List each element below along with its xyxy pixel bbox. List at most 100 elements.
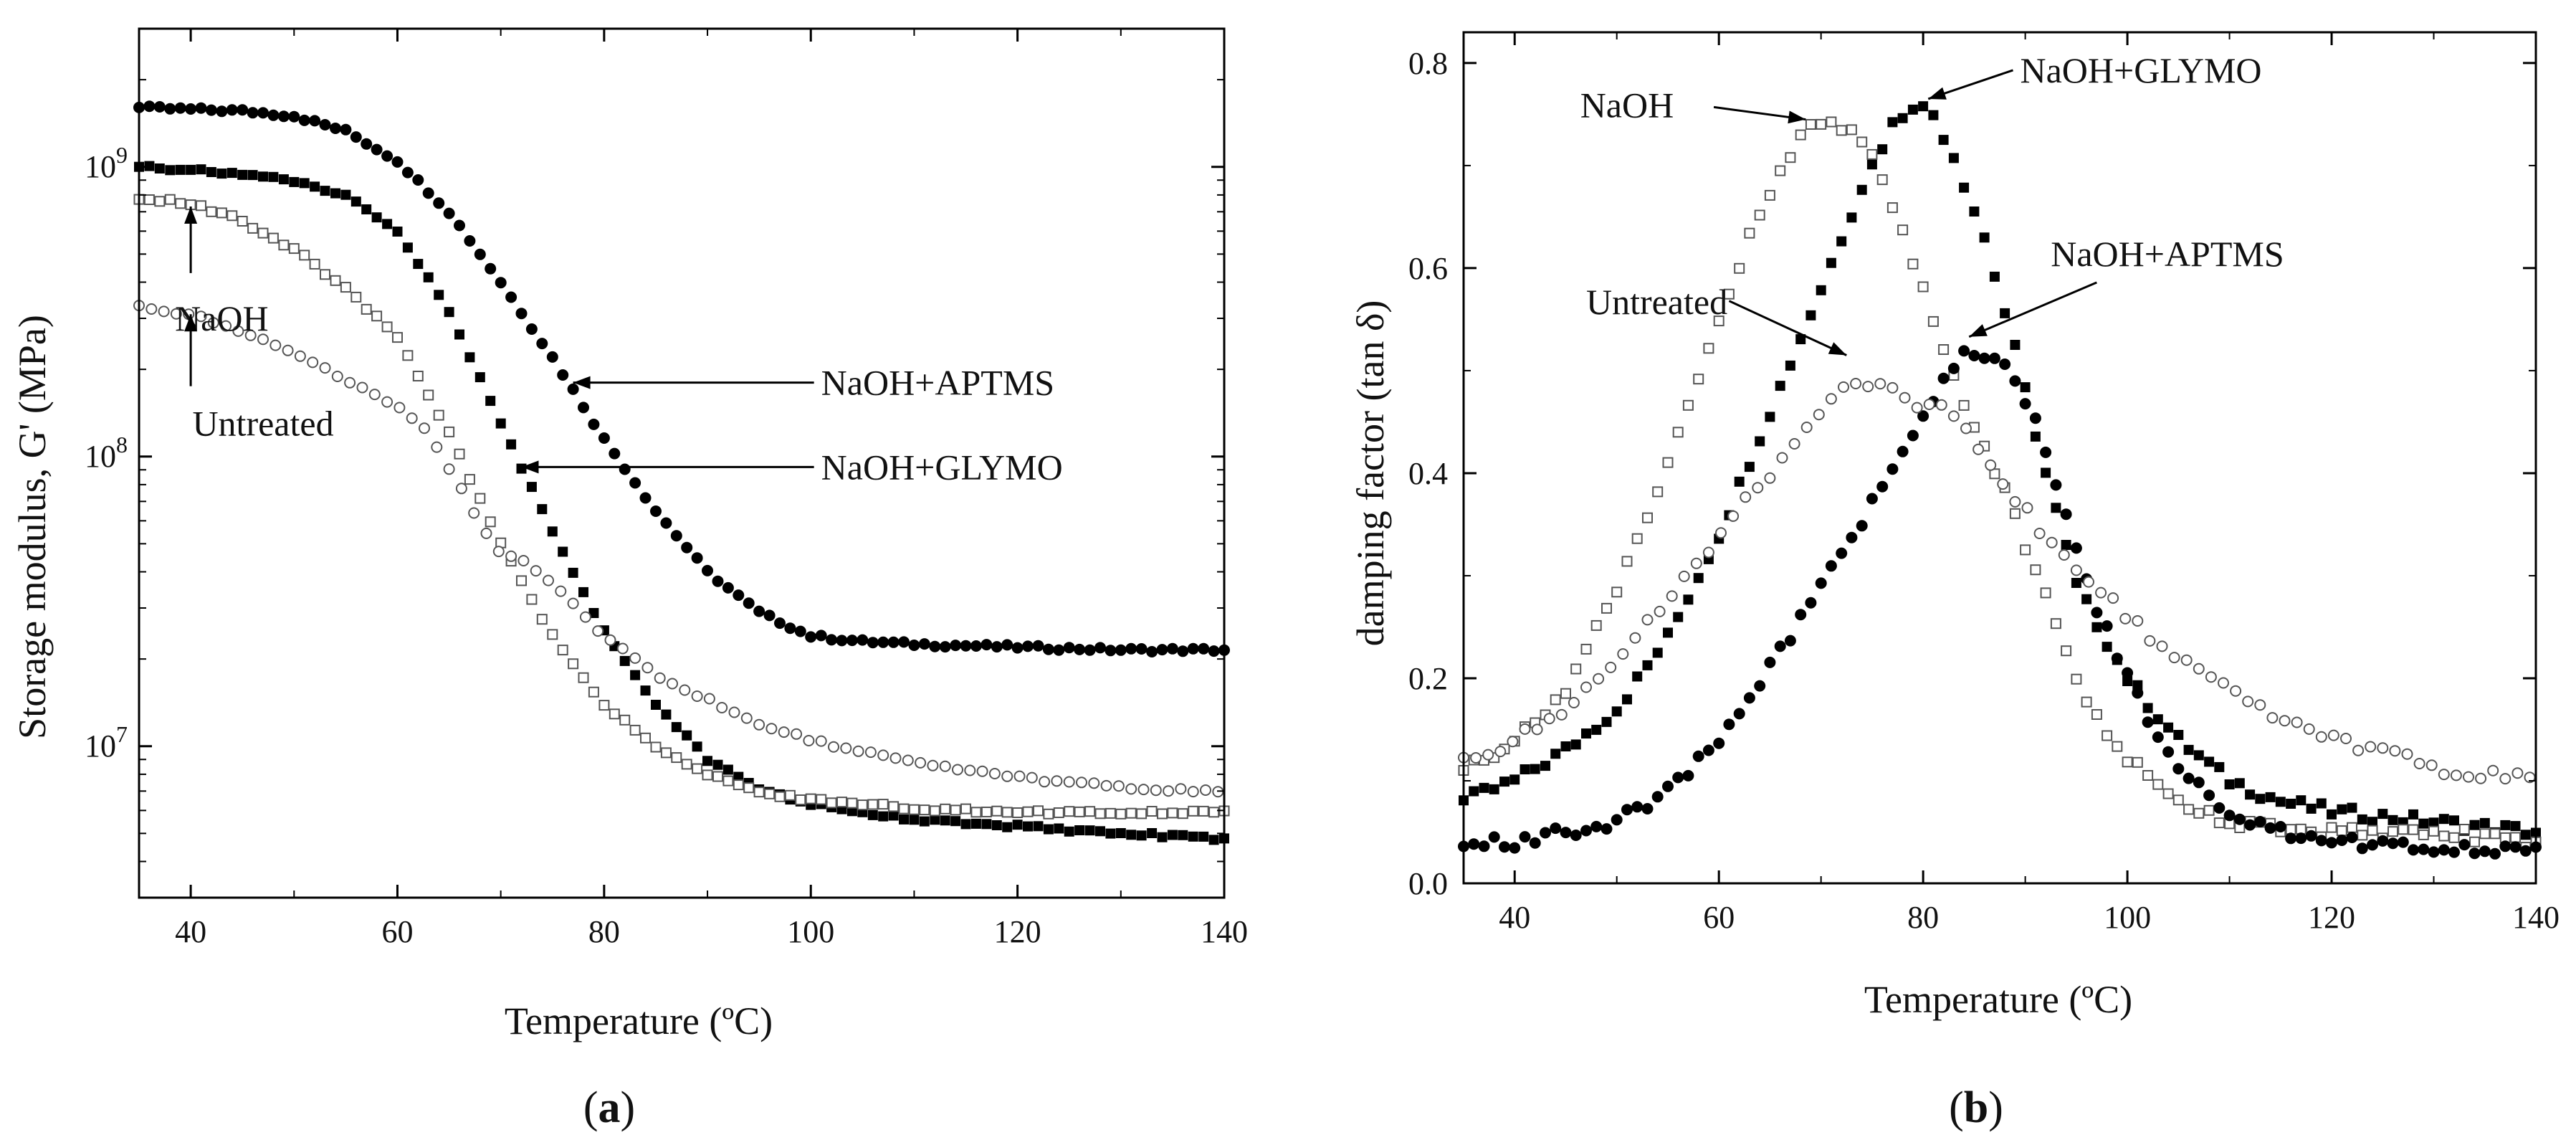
- panel-b-data-point: [2326, 822, 2337, 833]
- panel-b-data-point: [2291, 716, 2303, 728]
- panel-a-data-point: [1166, 642, 1178, 655]
- panel-a-data-point: [1208, 807, 1220, 818]
- panel-b-annotation-arrow-head: [1928, 87, 1947, 100]
- panel-a-data-point: [393, 402, 406, 414]
- panel-a-data-point: [444, 426, 455, 437]
- panel-b-data-point: [1662, 780, 1674, 792]
- panel-a-data-point: [976, 765, 988, 777]
- panel-b-data-point: [1662, 457, 1674, 468]
- panel-b-data-point: [1621, 556, 1633, 567]
- panel-b-data-point: [1654, 605, 1666, 617]
- panel-a-data-point: [629, 477, 641, 489]
- panel-b-data-point: [2315, 835, 2327, 847]
- panel-b-data-point: [2242, 695, 2254, 708]
- panel-a-data-point: [320, 186, 330, 196]
- panel-b-data-point: [2193, 662, 2205, 675]
- panel-a-data-point: [244, 329, 257, 341]
- panel-b-data-point: [2279, 715, 2291, 727]
- panel-b-data-point: [2070, 564, 2082, 576]
- panel-a-data-point: [1094, 808, 1106, 820]
- panel-b-data-point: [1765, 412, 1775, 422]
- panel-b-data-point: [1836, 236, 1847, 247]
- panel-a-data-point: [206, 167, 216, 177]
- panel-a-data-point: [650, 741, 662, 753]
- panel-a-data-point: [356, 381, 368, 394]
- panel-b-data-point: [2387, 826, 2398, 837]
- panel-a-data-point: [1039, 776, 1051, 788]
- panel-b-data-point: [1775, 165, 1786, 176]
- panel-a-data-point: [1188, 805, 1199, 817]
- panel-b-data-point: [2033, 528, 2046, 539]
- panel-a-data-point: [1156, 644, 1168, 656]
- panel-a-data-point: [940, 815, 950, 826]
- panel-a-data-point: [258, 171, 268, 182]
- panel-a-data-point: [1198, 805, 1209, 817]
- panel-a-data-point: [1135, 643, 1148, 655]
- panel-b-data-point: [1764, 472, 1776, 484]
- panel-b-data-point: [2438, 830, 2450, 842]
- panel-a-data-point: [340, 282, 351, 293]
- panel-b-data-point: [1723, 718, 1735, 731]
- panel-a-data-point: [464, 474, 475, 485]
- panel-a-x-tick-label: 140: [1201, 914, 1248, 949]
- panel-a-data-point: [413, 259, 424, 270]
- panel-a-data-point: [392, 227, 403, 237]
- panel-a-data-point: [468, 507, 480, 519]
- panel-b-y-tick-label: 0.8: [1408, 46, 1448, 81]
- panel-b-data-point: [2144, 635, 2156, 647]
- panel-b-data-point: [2009, 375, 2021, 387]
- panel-a-data-point: [588, 608, 599, 618]
- panel-a-data-point: [1053, 644, 1065, 656]
- panel-b-data-point: [1947, 410, 1960, 422]
- panel-a-plot-area: 40 60 80 100 120 140107108109NaOH+APTMSNaOH+G…: [85, 27, 1248, 949]
- panel-b-data-point: [2183, 744, 2194, 755]
- panel-b-data-point: [1509, 842, 1521, 854]
- panel-b-data-point: [2377, 742, 2389, 754]
- panel-b-label-letter: b: [1964, 1083, 1988, 1132]
- panel-a-data-point: [299, 250, 310, 261]
- panel-a-data-point: [702, 756, 712, 766]
- panel-b-data-point: [2101, 620, 2113, 632]
- panel-a-data-point: [908, 640, 920, 651]
- panel-a-data-point: [402, 242, 413, 253]
- panel-b-annotation-naoh: NaOH: [1580, 85, 1806, 125]
- panel-b-data-point: [1519, 831, 1531, 843]
- panel-a-x-tick-label: 80: [588, 914, 620, 949]
- panel-b-data-point: [1499, 841, 1510, 853]
- panel-b-y-tick-label: 0.6: [1408, 251, 1448, 286]
- panel-b-data-point: [2060, 508, 2072, 521]
- panel-a-data-point: [443, 463, 455, 475]
- panel-b-data-point: [2119, 612, 2132, 624]
- panel-b-data-point: [2275, 797, 2286, 807]
- panel-a-data-point: [692, 763, 703, 774]
- panel-a-data-point: [455, 483, 467, 495]
- panel-a-data-point: [294, 350, 306, 362]
- panel-a-data-point: [939, 641, 951, 653]
- panel-b-data-point: [2091, 709, 2102, 720]
- panel-b-data-point: [1580, 643, 1592, 655]
- panel-b-data-point: [2081, 594, 2092, 604]
- panel-b-data-point: [2255, 794, 2266, 804]
- panel-b-data-point: [1899, 391, 1911, 404]
- panel-a-data-point: [1147, 828, 1158, 838]
- panel-a-data-point: [165, 165, 176, 176]
- panel-a-data-point: [991, 641, 1003, 653]
- panel-b-data-point: [1540, 761, 1550, 771]
- panel-a-data-point: [247, 222, 259, 234]
- panel-b-data-point: [2295, 832, 2307, 845]
- panel-a-data-point: [815, 630, 827, 642]
- panel-b-data-point: [2336, 825, 2347, 837]
- panel-a-data-point: [909, 814, 920, 825]
- panel-a-x-tick-label: 120: [994, 914, 1041, 949]
- panel-b-data-point: [2357, 814, 2367, 825]
- panel-a-data-point: [526, 482, 537, 493]
- panel-b-data-point: [2469, 836, 2480, 847]
- panel-a-annotation-label: NaOH+GLYMO: [821, 447, 1063, 487]
- panel-a-data-point: [592, 625, 604, 637]
- panel-b-data-point: [1727, 510, 1740, 522]
- panel-b-data-point: [2428, 817, 2439, 828]
- panel-a-data-point: [712, 771, 723, 782]
- panel-a-data-point: [1178, 830, 1188, 840]
- panel-b-data-point: [1754, 680, 1766, 692]
- panel-a-data-point: [1033, 821, 1044, 832]
